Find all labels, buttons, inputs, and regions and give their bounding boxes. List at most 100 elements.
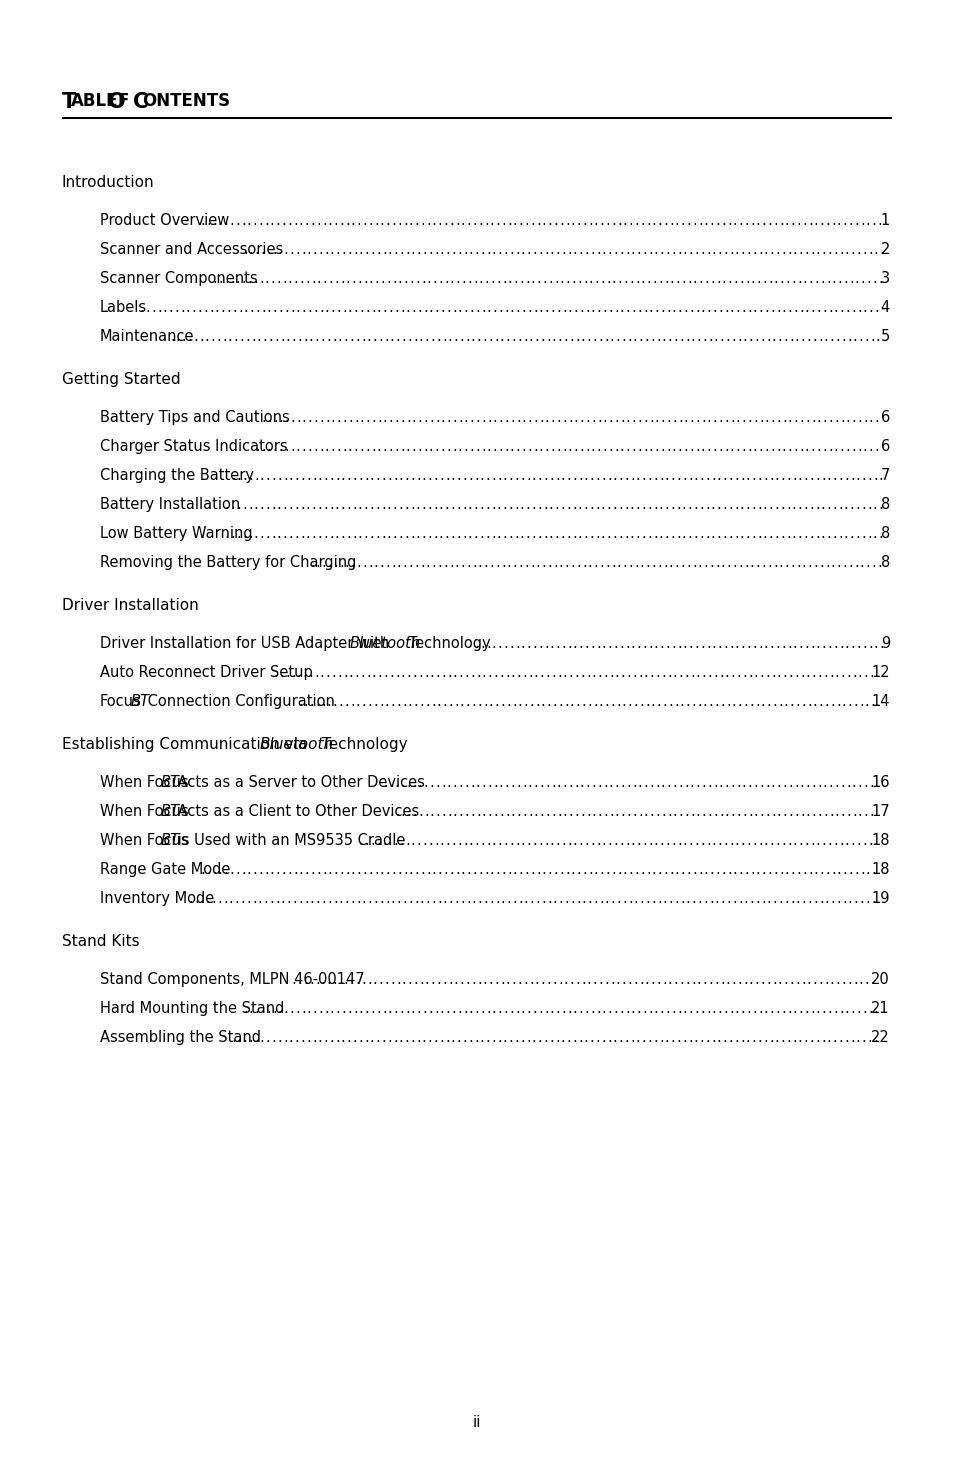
Text: .: . — [621, 891, 626, 906]
Text: .: . — [749, 555, 754, 569]
Text: .: . — [351, 271, 355, 286]
Text: .: . — [778, 695, 782, 709]
Text: .: . — [758, 299, 762, 316]
Text: .: . — [652, 497, 657, 512]
Text: .: . — [540, 695, 545, 709]
Text: .: . — [781, 774, 786, 791]
Text: .: . — [791, 468, 796, 482]
Text: .: . — [223, 891, 228, 906]
Text: .: . — [481, 774, 486, 791]
Text: .: . — [832, 833, 837, 848]
Text: .: . — [537, 527, 541, 541]
Text: .: . — [722, 1002, 727, 1016]
Text: .: . — [338, 695, 343, 709]
Text: .: . — [631, 299, 636, 316]
Text: .: . — [639, 861, 644, 878]
Text: .: . — [618, 527, 622, 541]
Text: .: . — [678, 804, 682, 819]
Text: .: . — [259, 468, 264, 482]
Text: .: . — [377, 665, 382, 680]
Text: .: . — [715, 555, 720, 569]
Text: .: . — [716, 497, 720, 512]
Text: .: . — [863, 329, 868, 344]
Text: BT: BT — [131, 695, 150, 709]
Text: .: . — [623, 1030, 628, 1044]
Text: .: . — [836, 555, 841, 569]
Text: .: . — [721, 497, 726, 512]
Text: .: . — [641, 468, 646, 482]
Text: .: . — [533, 774, 537, 791]
Text: .: . — [531, 497, 536, 512]
Text: .: . — [624, 1002, 629, 1016]
Text: .: . — [740, 1030, 744, 1044]
Text: .: . — [491, 468, 496, 482]
Text: .: . — [819, 555, 823, 569]
Text: .: . — [703, 212, 708, 229]
Text: .: . — [329, 1030, 334, 1044]
Text: .: . — [283, 1030, 288, 1044]
Text: .: . — [312, 497, 316, 512]
Text: .: . — [364, 833, 369, 848]
Text: .: . — [534, 804, 538, 819]
Text: .: . — [318, 242, 323, 257]
Text: .: . — [732, 212, 737, 229]
Text: .: . — [614, 410, 618, 425]
Text: .: . — [647, 468, 652, 482]
Text: .: . — [700, 299, 705, 316]
Text: .: . — [387, 468, 392, 482]
Text: .: . — [650, 695, 655, 709]
Text: .: . — [840, 665, 844, 680]
Text: .: . — [329, 497, 334, 512]
Text: .: . — [691, 695, 696, 709]
Text: .: . — [572, 242, 577, 257]
Text: .: . — [614, 774, 618, 791]
Text: .: . — [476, 972, 481, 987]
Text: .: . — [768, 497, 773, 512]
Text: .: . — [604, 555, 609, 569]
Text: .: . — [425, 891, 430, 906]
Text: .: . — [761, 271, 766, 286]
Text: .: . — [495, 555, 499, 569]
Text: .: . — [386, 271, 391, 286]
Text: .: . — [700, 665, 705, 680]
Text: ii: ii — [473, 1415, 480, 1429]
Text: .: . — [247, 271, 252, 286]
Text: .: . — [440, 410, 445, 425]
Text: .: . — [838, 1030, 842, 1044]
Text: .: . — [870, 555, 875, 569]
Text: .: . — [249, 1002, 253, 1016]
Text: .: . — [248, 527, 253, 541]
Text: Battery Tips and Cautions: Battery Tips and Cautions — [100, 410, 294, 425]
Text: .: . — [847, 891, 852, 906]
Text: .: . — [804, 774, 809, 791]
Text: .: . — [821, 636, 825, 650]
Text: .: . — [566, 1002, 571, 1016]
Text: .: . — [727, 271, 732, 286]
Text: .: . — [647, 242, 652, 257]
Text: .: . — [375, 497, 379, 512]
Text: .: . — [563, 695, 568, 709]
Text: .: . — [366, 329, 371, 344]
Text: .: . — [799, 410, 803, 425]
Text: .: . — [846, 695, 851, 709]
Text: .: . — [775, 440, 780, 454]
Text: .: . — [513, 861, 517, 878]
Text: .: . — [819, 861, 823, 878]
Text: 12: 12 — [870, 665, 889, 680]
Text: .: . — [762, 1030, 767, 1044]
Text: .: . — [372, 329, 376, 344]
Text: .: . — [468, 468, 473, 482]
Text: .: . — [816, 440, 821, 454]
Text: .: . — [765, 695, 770, 709]
Text: .: . — [514, 1030, 518, 1044]
Text: .: . — [659, 410, 664, 425]
Text: Inventory Mode: Inventory Mode — [100, 891, 214, 906]
Text: .: . — [174, 299, 179, 316]
Text: .: . — [699, 527, 703, 541]
Text: .: . — [266, 1002, 271, 1016]
Text: .: . — [844, 410, 849, 425]
Text: Introduction: Introduction — [62, 176, 154, 190]
Text: .: . — [659, 1030, 663, 1044]
Text: .: . — [618, 833, 623, 848]
Text: .: . — [217, 212, 222, 229]
